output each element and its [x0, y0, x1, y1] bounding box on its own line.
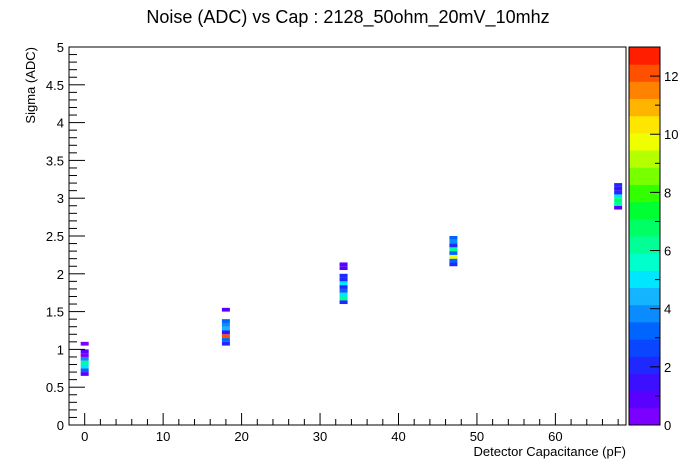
heatmap-bin [614, 205, 623, 210]
heatmap-bin [614, 201, 623, 206]
heatmap-bin [614, 194, 623, 199]
y-tick-label: 4 [57, 116, 64, 131]
heatmap-bin [339, 292, 348, 297]
heatmap-bin [221, 322, 230, 327]
color-scale-swatch [629, 304, 660, 323]
heatmap-bin [449, 258, 458, 263]
color-scale-tick-label: 12 [664, 69, 678, 84]
heatmap-bin [80, 364, 89, 369]
heatmap-bin [221, 319, 230, 323]
y-tick-label: 0.5 [46, 380, 64, 395]
heatmap-bin [614, 186, 623, 191]
y-tick-label: 2 [57, 267, 64, 282]
heatmap-bin [221, 338, 230, 342]
color-scale-swatch [629, 236, 660, 254]
heatmap-bin [80, 356, 89, 361]
y-tick-label: 3.5 [46, 153, 64, 168]
x-tick-label: 20 [234, 429, 248, 444]
heatmap-bin [339, 277, 348, 282]
color-scale-swatch [629, 339, 660, 357]
heatmap-bin [339, 266, 348, 271]
y-tick-label: 4.5 [46, 78, 64, 93]
heatmap-bin [449, 247, 458, 252]
y-tick-label: 0 [57, 418, 64, 433]
color-scale-swatch [629, 390, 660, 409]
heatmap-bin [221, 326, 230, 331]
heatmap-bin [80, 353, 89, 357]
y-tick-label: 2.5 [46, 229, 64, 244]
y-tick-label: 3 [57, 191, 64, 206]
x-tick-label: 30 [313, 429, 327, 444]
heatmap-bin [221, 334, 230, 339]
color-scale-tick-label: 6 [664, 244, 671, 259]
color-scale-swatch [629, 201, 660, 220]
heatmap-bin [339, 300, 348, 305]
heatmap-bin [80, 349, 89, 354]
heatmap-bin [449, 239, 458, 244]
color-scale-swatch [629, 167, 660, 185]
heatmap-bin [80, 341, 89, 346]
color-scale-swatch [629, 184, 660, 203]
color-scale-tick-label: 10 [664, 127, 678, 142]
x-axis: 0 10 20 30 40 50 60 [68, 413, 619, 444]
color-scale-swatch [629, 132, 660, 151]
heatmap-bin [339, 281, 348, 286]
heatmap-bin [80, 368, 89, 373]
color-scale-swatch [629, 98, 660, 117]
heatmap-bin [221, 330, 230, 335]
color-scale-swatch [629, 270, 660, 289]
heatmap-bin [221, 341, 230, 346]
heatmap-bin [614, 190, 623, 195]
color-scale-swatch [629, 150, 660, 168]
color-scale-swatch [629, 253, 660, 271]
color-scale-swatch [629, 356, 660, 374]
x-tick-label: 40 [391, 429, 405, 444]
heatmap-bin [80, 372, 89, 376]
heatmap-bins [80, 183, 623, 376]
plot-frame [68, 46, 627, 426]
heatmap-bin [614, 183, 623, 187]
heatmap-bin [339, 296, 348, 301]
heatmap-bin [80, 360, 89, 365]
color-scale-tick-label: 2 [664, 360, 671, 375]
heatmap-bin [339, 273, 348, 278]
heatmap-bin [449, 254, 458, 259]
heatmap-bin [221, 307, 230, 312]
color-scale-swatch [629, 81, 660, 100]
color-scale-bar: 0 2 4 6 8 10 12 [628, 46, 678, 433]
color-scale-tick-label: 8 [664, 185, 671, 200]
color-scale-swatch [629, 47, 660, 65]
color-scale-swatch [629, 373, 660, 392]
color-scale-tick-label: 4 [664, 302, 671, 317]
chart-title: Noise (ADC) vs Cap : 2128_50ohm_20mV_10m… [146, 7, 549, 28]
color-scale-swatch [629, 115, 660, 134]
x-axis-label: Detector Capacitance (pF) [474, 444, 626, 459]
heatmap-bin [339, 285, 348, 289]
color-scale-swatch [629, 407, 660, 426]
heatmap-bin [339, 262, 348, 267]
color-scale-swatch [629, 287, 660, 306]
y-axis: 0 0.5 1 1.5 2 2.5 3 3.5 4 4.5 5 [46, 40, 85, 433]
x-tick-label: 0 [81, 429, 88, 444]
heatmap-bin [449, 243, 458, 248]
x-tick-label: 10 [156, 429, 170, 444]
heatmap-bin [449, 262, 458, 267]
y-axis-label: Sigma (ADC) [23, 47, 38, 124]
y-tick-label: 5 [57, 40, 64, 55]
color-scale-swatch [629, 218, 660, 237]
y-tick-label: 1 [57, 342, 64, 357]
color-scale-swatch [629, 321, 660, 340]
y-tick-label: 1.5 [46, 305, 64, 320]
heatmap-bin [449, 236, 458, 240]
color-scale-swatch [629, 64, 660, 82]
x-tick-label: 60 [548, 429, 562, 444]
color-scale-frame [628, 46, 661, 426]
color-scale-tick-label: 0 [664, 418, 671, 433]
x-tick-label: 50 [470, 429, 484, 444]
heatmap-bin [339, 288, 348, 293]
heatmap-bin [449, 251, 458, 255]
heatmap-bin [614, 198, 623, 202]
